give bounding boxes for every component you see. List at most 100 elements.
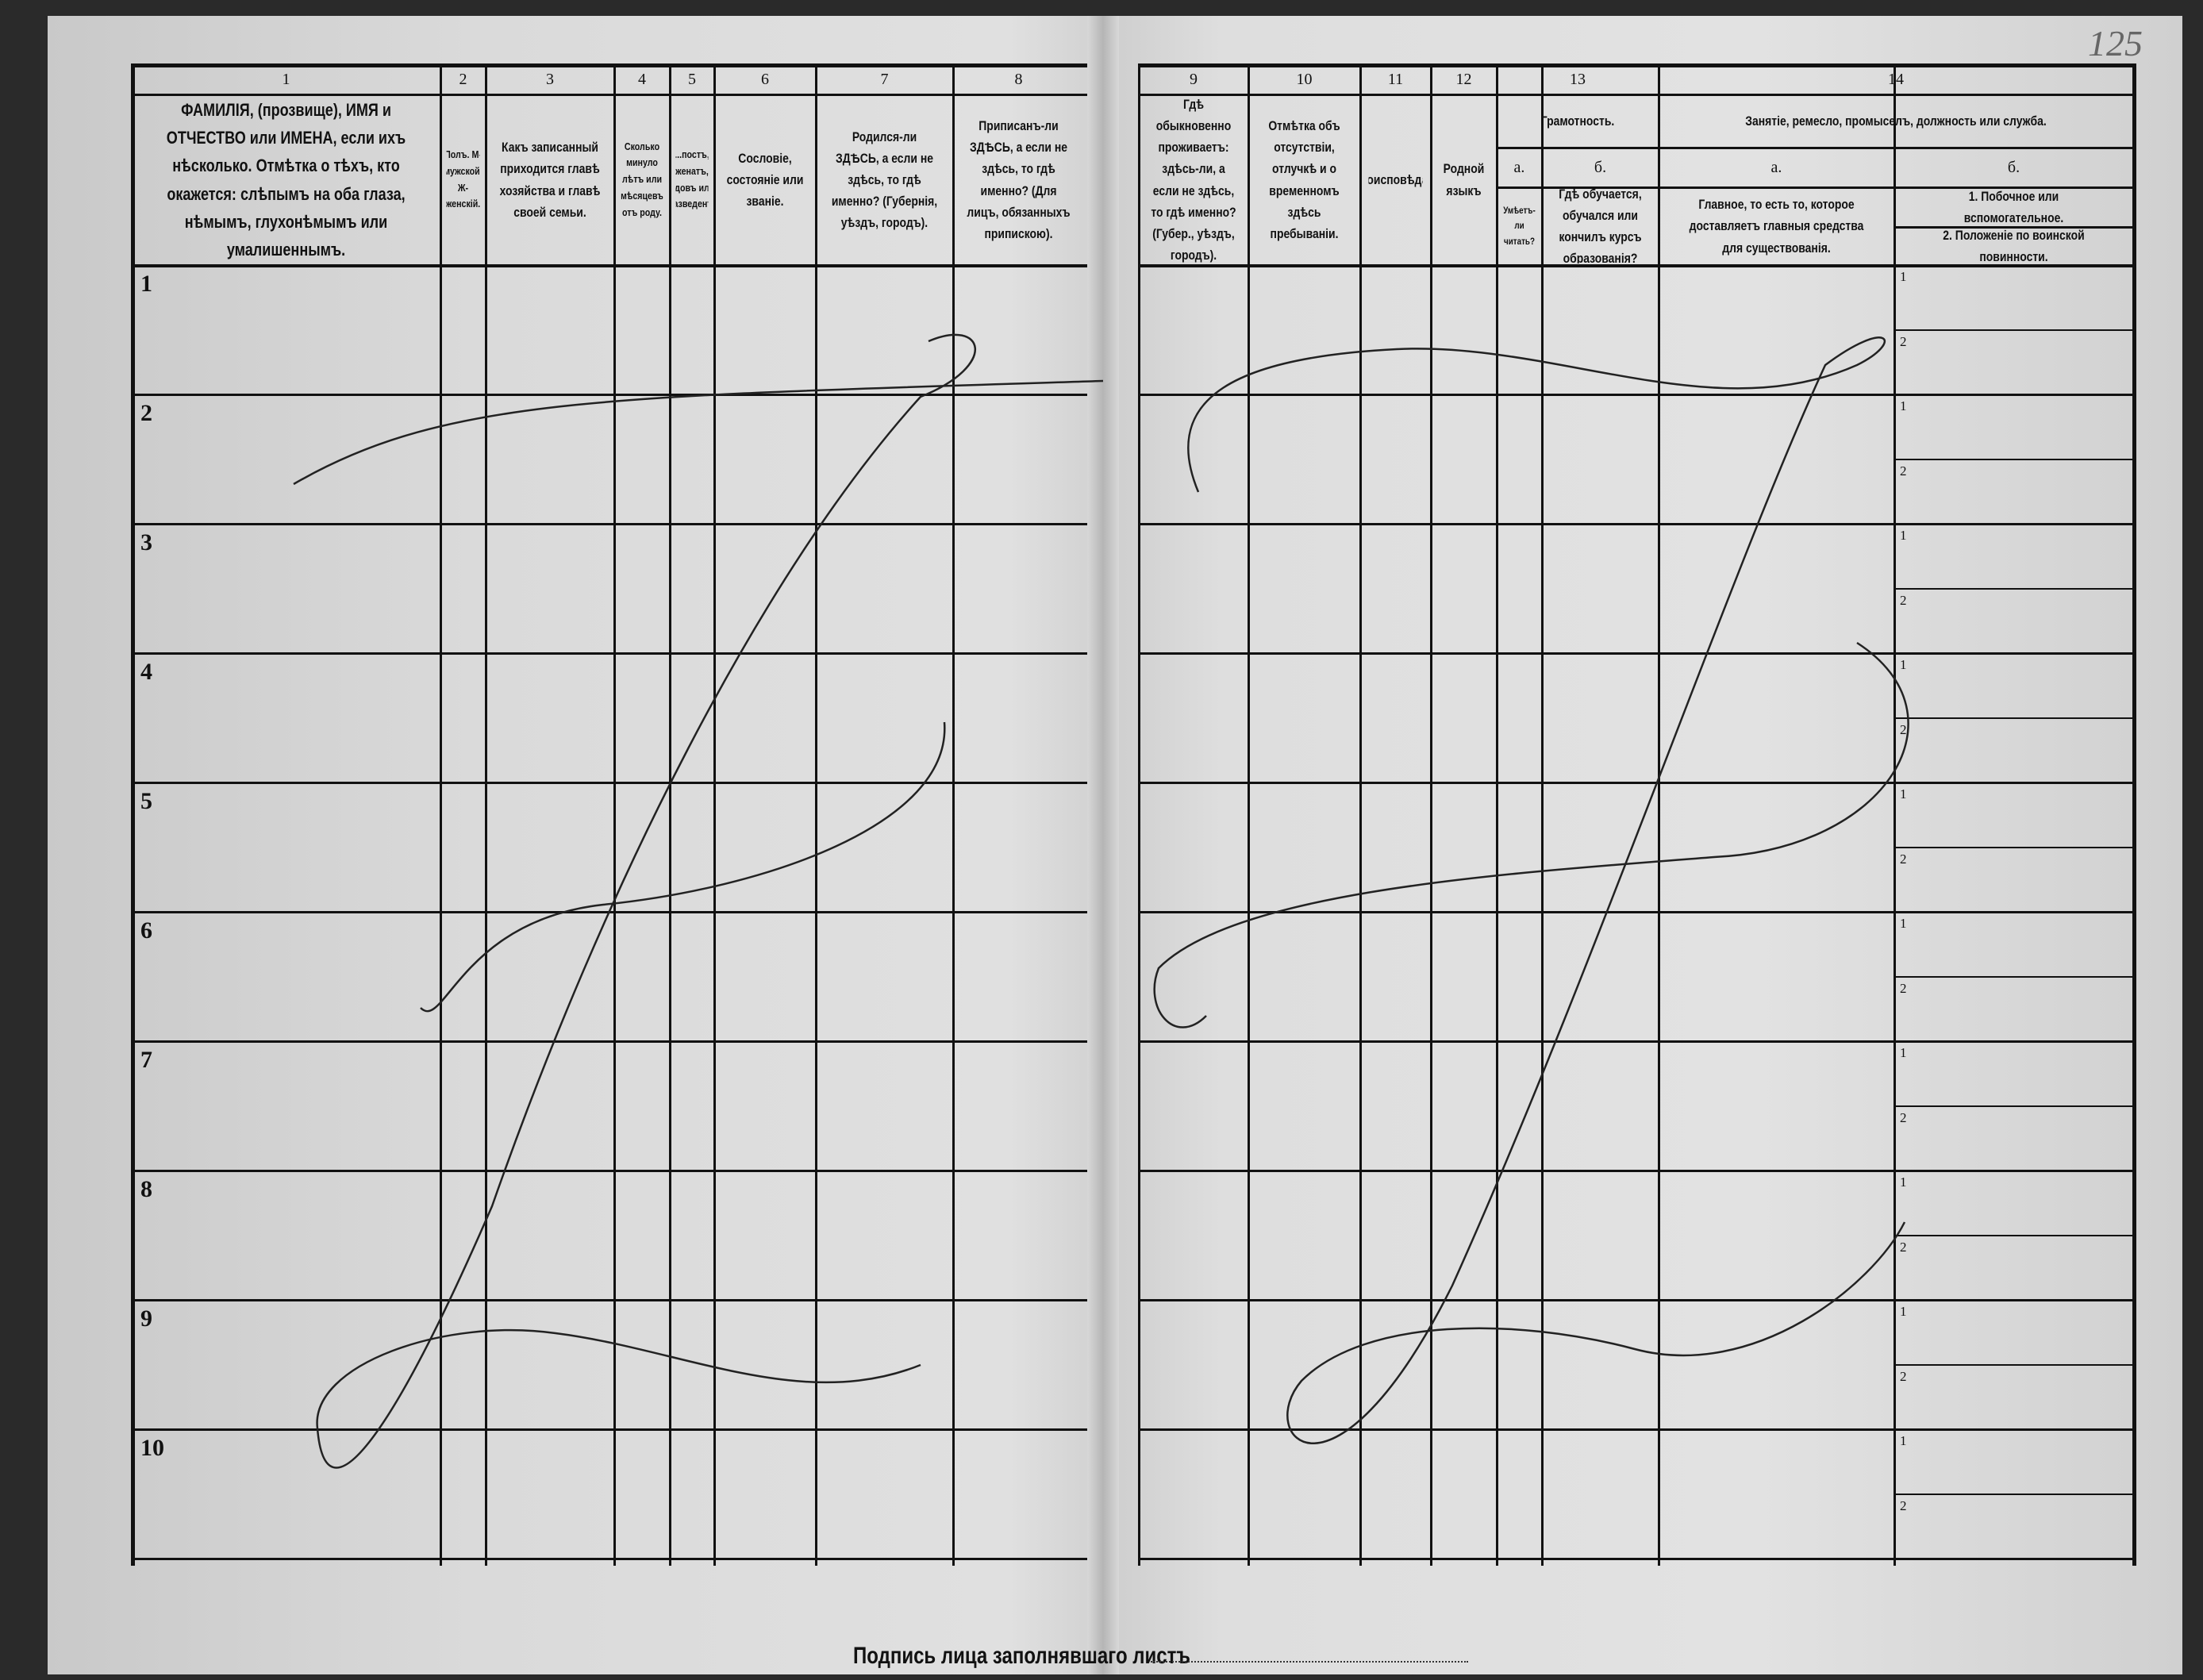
subrow-number: 2	[1900, 1109, 1907, 1125]
column-number: 8	[955, 66, 1082, 93]
row-number: 7	[140, 1047, 152, 1073]
column-number: 13	[1499, 66, 1656, 93]
row-number: 4	[140, 659, 152, 685]
column-header-text: Гдѣ обучается, обучался или кончилъ курс…	[1559, 189, 1642, 263]
column-header: ФАМИЛІЯ, (прозвище), ИМЯ и ОТЧЕСТВО или …	[161, 96, 410, 263]
column-header-text: Полъ. М-мужской. Ж-женскій.	[446, 148, 480, 210]
row-divider	[131, 523, 1087, 525]
subrow-number: 2	[1900, 721, 1907, 737]
row-divider	[131, 394, 1087, 396]
column-divider	[613, 63, 616, 1566]
column-header-text: Какъ записанный приходится главѣ хозяйст…	[499, 140, 601, 220]
column-number: 14	[1661, 66, 2131, 93]
column-header: Родился-ли ЗДѢСЬ, а если не здѣсь, то гд…	[830, 96, 939, 263]
row-number: 10	[140, 1435, 164, 1461]
column-number: 11	[1363, 66, 1428, 93]
column-header-text: Сословіе, состояніе или званіе.	[726, 150, 804, 210]
column-number: 4	[617, 66, 667, 93]
row-divider	[131, 1170, 1087, 1172]
subrow-number: 2	[1900, 333, 1907, 349]
column-divider	[669, 63, 671, 1566]
column-divider	[952, 63, 955, 1566]
column-header-text: Главное, то есть то, которое доставляетъ…	[1689, 197, 1864, 256]
row-divider	[131, 782, 1087, 784]
subcolumn-letter: б.	[1544, 149, 1656, 186]
subcolumn-letter: а.	[1499, 149, 1540, 186]
column-header: ...постъ, женатъ, вдовъ или разведенъ.	[676, 96, 709, 263]
row-number: 3	[140, 529, 152, 556]
column-header: Вѣроисповѣданіе.	[1368, 96, 1422, 263]
column-number-text: 10	[1296, 71, 1313, 88]
subrow-number: 1	[1900, 1433, 1907, 1448]
subrow-number: 2	[1900, 1497, 1907, 1513]
signature-label: Подпись лица заполнявшаго листъ	[853, 1643, 1190, 1669]
signature-line[interactable]	[1151, 1661, 1468, 1663]
column-number-text: 7	[880, 71, 889, 88]
subrow-number: 1	[1900, 1174, 1907, 1190]
column-header-text: Родной языкъ	[1443, 161, 1485, 198]
column-header: Родной языкъ	[1439, 96, 1489, 263]
column-header-text: ...постъ, женатъ, вдовъ или разведенъ.	[675, 148, 709, 210]
subrow-number: 1	[1900, 528, 1907, 543]
group-header-occupation: Занятіе, ремесло, промыселъ, должность и…	[1703, 96, 2088, 146]
column-number: 1	[134, 66, 438, 93]
group-header-occupation-text: Занятіе, ремесло, промыселъ, должность и…	[1745, 113, 2047, 129]
column-header-text: Родился-ли ЗДѢСЬ, а если не здѣсь, то гд…	[831, 129, 938, 231]
row-divider	[1138, 1428, 2132, 1431]
column-number: 9	[1141, 66, 1246, 93]
column-header: Умѣетъ-ли читать?	[1503, 189, 1536, 263]
subrow-number: 1	[1900, 269, 1907, 284]
column-divider	[1541, 63, 1544, 1566]
column-number: 7	[818, 66, 951, 93]
subrow-number: 1	[1900, 786, 1907, 802]
subcolumn-letter-text: а.	[1770, 159, 1782, 176]
column-header: 1. Побочное или вспомогательное.	[1918, 189, 2110, 225]
subrow-divider	[1894, 1493, 2132, 1495]
page-gutter	[1087, 16, 1119, 1674]
column-number-text: 1	[282, 71, 290, 88]
column-divider	[1359, 63, 1362, 1566]
row-divider	[1138, 1040, 2132, 1043]
subrow-divider	[1894, 587, 2132, 590]
column-header: Гдѣ обыкновенно проживаетъ: здѣсь-ли, а …	[1151, 96, 1236, 263]
number-row-divider	[131, 94, 1087, 96]
column-number-text: 8	[1014, 71, 1023, 88]
column-divider	[2132, 63, 2136, 1566]
column-header: Сословіе, состояніе или званіе.	[725, 96, 805, 263]
table-top-border	[1138, 63, 2132, 67]
subrow-divider	[1894, 1105, 2132, 1107]
subcolumn-letter-text: а.	[1513, 159, 1525, 176]
column-divider	[1138, 63, 1140, 1566]
column-header-text: 2. Положеніе по воинской повинности.	[1943, 229, 2085, 263]
column-number-text: 12	[1455, 71, 1472, 88]
column-header-text: Сколько минуло лѣтъ или мѣсяцевъ отъ род…	[621, 140, 663, 218]
column-header-text: ФАМИЛІЯ, (прозвище), ИМЯ и ОТЧЕСТВО или …	[166, 99, 406, 259]
subrow-divider	[1894, 458, 2132, 460]
column-header-text: 1. Побочное или вспомогательное.	[1963, 189, 2064, 225]
group-divider	[1496, 147, 2132, 149]
column-header-text: Гдѣ обыкновенно проживаетъ: здѣсь-ли, а …	[1151, 96, 1236, 263]
row-divider	[131, 264, 1087, 267]
subrow-number: 1	[1900, 657, 1907, 672]
row-divider	[1138, 911, 2132, 913]
column-divider	[1496, 63, 1498, 1566]
row-number: 2	[140, 400, 152, 426]
row-divider	[131, 1299, 1087, 1301]
subrow-divider	[1894, 846, 2132, 848]
subrow-divider	[1894, 717, 2132, 719]
row-number: 5	[140, 788, 152, 814]
row-divider	[1138, 523, 2132, 525]
subcolumn-letter-text: б.	[2007, 159, 2020, 176]
census-sheet: 125 1 ФАМИЛІЯ, (прозвище), ИМЯ и ОТЧЕСТВО…	[48, 16, 2182, 1674]
subcolumn-letter-text: б.	[1594, 159, 1607, 176]
row-number: 9	[140, 1305, 152, 1332]
column-number-text: 4	[638, 71, 646, 88]
subrow-number: 1	[1900, 1304, 1907, 1319]
column-divider	[1430, 63, 1432, 1566]
subrow-number: 2	[1900, 463, 1907, 479]
column-header: Отмѣтка объ отсутствіи, отлучкѣ и о врем…	[1260, 96, 1348, 263]
column-header: Полъ. М-мужской. Ж-женскій.	[447, 96, 480, 263]
column-header: Сколько минуло лѣтъ или мѣсяцевъ отъ род…	[621, 96, 663, 263]
row-divider	[1138, 1558, 2132, 1560]
row-divider	[1138, 394, 2132, 396]
